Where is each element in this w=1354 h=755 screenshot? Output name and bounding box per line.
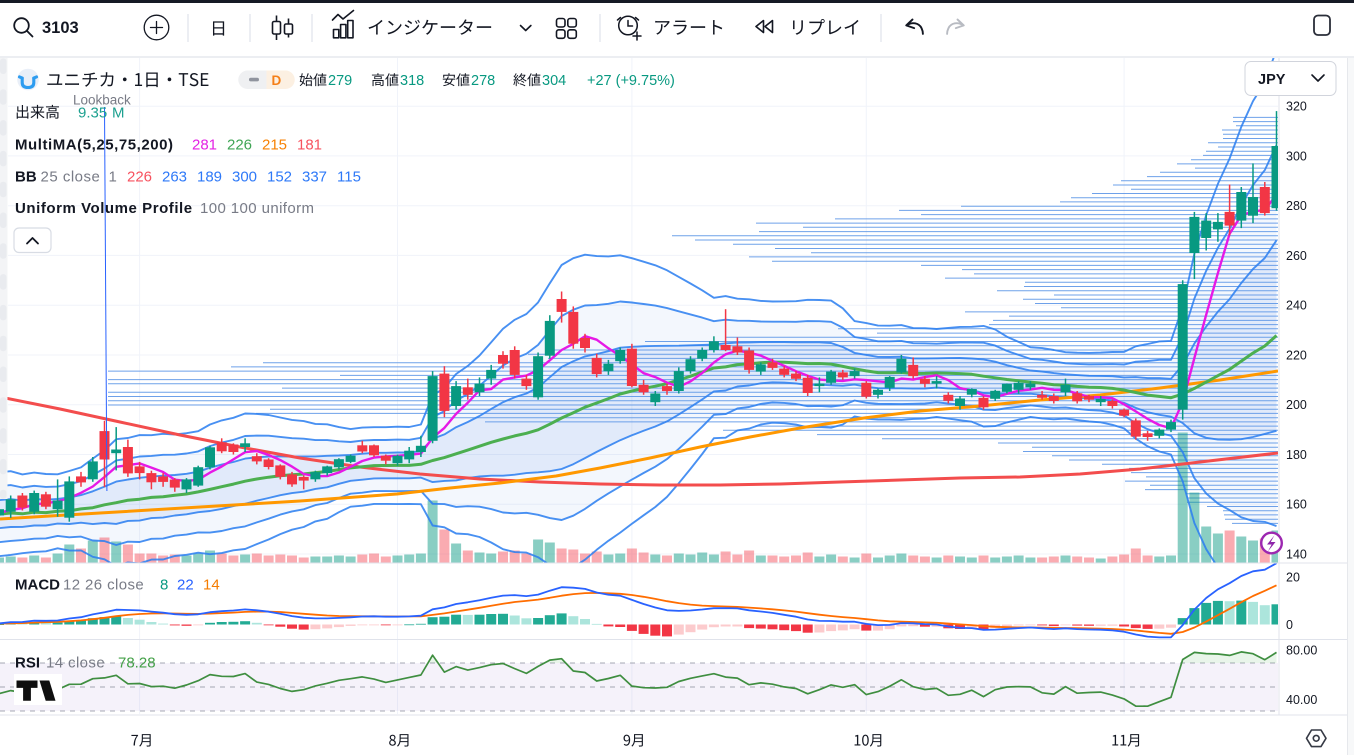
svg-text:300: 300 <box>232 169 257 186</box>
svg-text:180: 180 <box>1286 448 1307 462</box>
svg-text:78.28: 78.28 <box>118 655 156 672</box>
svg-text:14 close: 14 close <box>46 655 105 672</box>
svg-text:160: 160 <box>1286 498 1307 512</box>
svg-text:22: 22 <box>177 577 194 594</box>
svg-text:300: 300 <box>1286 149 1307 163</box>
svg-text:Uniform Volume Profile: Uniform Volume Profile <box>15 200 193 217</box>
svg-text:25 close: 25 close <box>41 169 101 186</box>
svg-text:RSI: RSI <box>15 655 40 672</box>
svg-text:M: M <box>112 105 125 122</box>
svg-text:12 26 close: 12 26 close <box>63 577 144 594</box>
svg-text:9.35: 9.35 <box>78 105 107 122</box>
svg-text:MultiMA(5,25,75,200): MultiMA(5,25,75,200) <box>15 137 174 154</box>
svg-text:263: 263 <box>162 169 187 186</box>
svg-text:115: 115 <box>337 169 361 186</box>
svg-text:181: 181 <box>297 137 322 154</box>
svg-text:279: 279 <box>328 73 352 89</box>
svg-text:100 100 uniform: 100 100 uniform <box>200 200 314 217</box>
svg-text:1: 1 <box>109 169 117 186</box>
svg-text:260: 260 <box>1286 249 1307 263</box>
svg-text:320: 320 <box>1286 100 1307 114</box>
svg-text:14: 14 <box>203 577 220 594</box>
svg-text:318: 318 <box>400 73 424 89</box>
svg-text:0: 0 <box>1286 618 1293 632</box>
svg-text:280: 280 <box>1286 199 1307 213</box>
svg-text:140: 140 <box>1286 548 1307 562</box>
svg-text:278: 278 <box>471 73 495 89</box>
svg-text:Lookback: Lookback <box>73 93 131 108</box>
svg-text:MACD: MACD <box>15 577 60 594</box>
svg-text:215: 215 <box>262 137 287 154</box>
svg-text:JPY: JPY <box>1258 72 1286 88</box>
svg-text:220: 220 <box>1286 348 1307 362</box>
svg-text:3103: 3103 <box>42 19 79 37</box>
svg-text:+27 (+9.75%): +27 (+9.75%) <box>587 73 675 89</box>
svg-text:304: 304 <box>542 73 566 89</box>
svg-text:281: 281 <box>192 137 217 154</box>
svg-text:152: 152 <box>267 169 292 186</box>
svg-text:240: 240 <box>1286 299 1307 313</box>
svg-text:189: 189 <box>197 169 222 186</box>
svg-text:80.00: 80.00 <box>1286 644 1317 658</box>
svg-text:D: D <box>272 73 282 88</box>
svg-text:337: 337 <box>302 169 327 186</box>
svg-text:40.00: 40.00 <box>1286 693 1317 707</box>
svg-text:BB: BB <box>15 169 37 186</box>
svg-text:20: 20 <box>1286 571 1300 585</box>
svg-text:8: 8 <box>160 577 168 594</box>
svg-text:226: 226 <box>127 169 152 186</box>
svg-text:226: 226 <box>227 137 252 154</box>
svg-text:200: 200 <box>1286 398 1307 412</box>
